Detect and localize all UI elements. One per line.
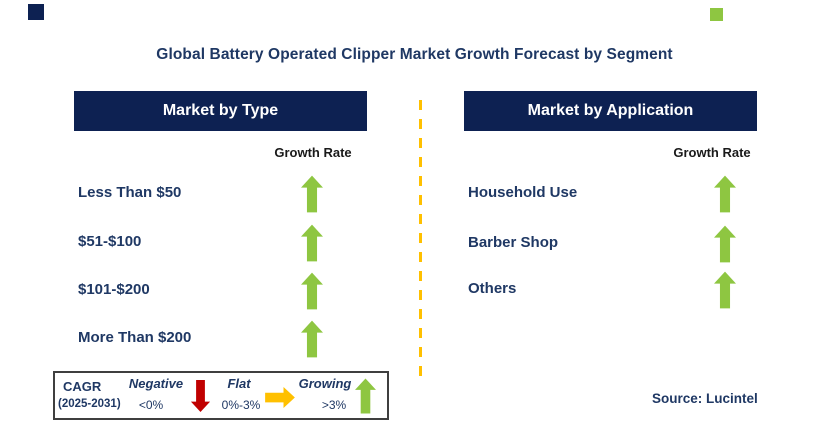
segment-label: More Than $200	[78, 328, 192, 346]
growth-rate-column-label: Growth Rate	[274, 145, 352, 160]
segment-row: $51-$100	[78, 219, 367, 263]
growth-up-arrow-icon	[301, 175, 323, 213]
segment-row: Household Use	[468, 170, 757, 214]
segment-row: Less Than $50	[78, 170, 367, 214]
growth-rate-column-label: Growth Rate	[673, 145, 751, 160]
segment-label: $101-$200	[78, 280, 150, 298]
panel-divider-dashed-line	[419, 100, 422, 385]
growth-up-arrow-icon	[714, 271, 736, 309]
growth-up-arrow-icon	[301, 320, 323, 358]
legend-flat-range: 0%-3%	[221, 398, 261, 412]
legend-cagr-label: CAGR	[63, 379, 102, 394]
legend-period-label: (2025-2031)	[58, 398, 121, 410]
segment-row: $101-$200	[78, 267, 367, 311]
growth-up-arrow-icon	[301, 224, 323, 262]
decor-navy-square	[28, 4, 44, 20]
segment-label: Barber Shop	[468, 233, 559, 251]
panel-header: Market by Type	[74, 91, 367, 131]
segment-row: More Than $200	[78, 315, 367, 359]
panel-header: Market by Application	[464, 91, 757, 131]
legend-negative-label: Negative	[128, 376, 184, 391]
segment-label: Household Use	[468, 183, 578, 201]
segment-row: Barber Shop	[468, 220, 757, 264]
growth-up-arrow-icon	[301, 272, 323, 310]
arrow-right-icon	[263, 387, 297, 408]
growth-up-arrow-icon	[714, 225, 736, 263]
segment-row: Others	[468, 266, 757, 310]
legend-growing-label: Growing	[298, 376, 352, 391]
decor-green-square	[710, 8, 723, 21]
source-text: Source: Lucintel	[652, 391, 758, 406]
panel-market-by-type: Market by Type Growth Rate Less Than $50…	[74, 91, 367, 381]
legend-flat-label: Flat	[227, 376, 251, 391]
panel-market-by-application: Market by Application Growth Rate Househ…	[464, 91, 757, 381]
legend-growing-range: >3%	[321, 398, 347, 412]
legend-negative-range: <0%	[138, 398, 164, 412]
segment-label: Less Than $50	[78, 183, 182, 201]
cagr-legend: CAGR (2025-2031) Negative <0% Flat 0%-3%…	[53, 371, 389, 420]
growth-up-arrow-icon	[714, 175, 736, 213]
segment-label: Others	[468, 279, 517, 297]
segment-label: $51-$100	[78, 232, 142, 250]
page-title: Global Battery Operated Clipper Market G…	[156, 46, 673, 63]
arrow-down-icon	[190, 380, 211, 412]
arrow-up-icon	[355, 376, 376, 416]
